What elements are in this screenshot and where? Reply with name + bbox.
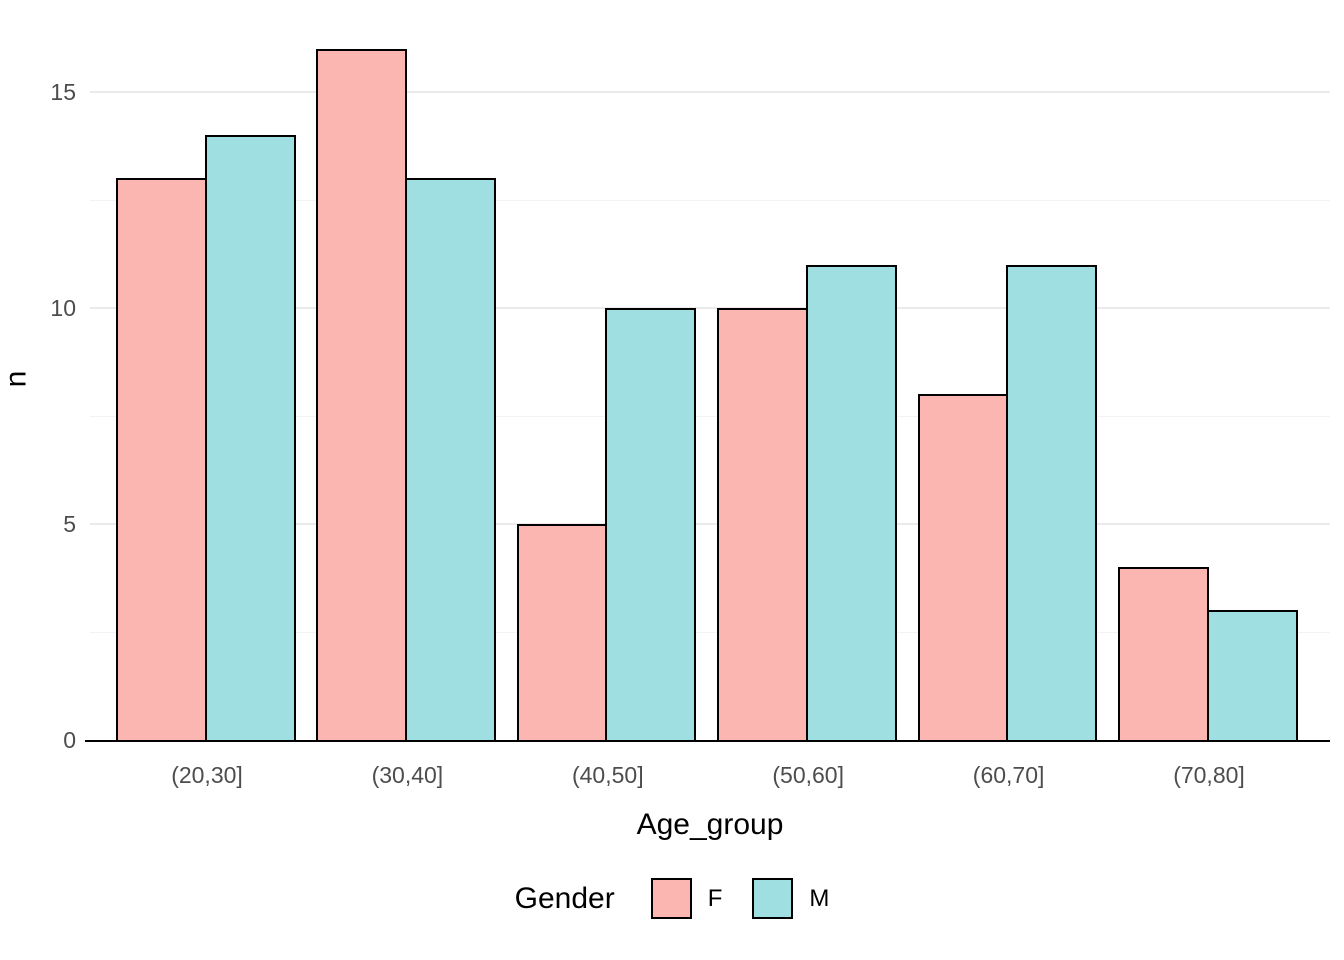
legend-label-m: M bbox=[809, 884, 830, 912]
x-axis-line bbox=[85, 739, 1330, 742]
bar-f-(60,70] bbox=[917, 394, 1009, 742]
y-axis-title: n bbox=[0, 370, 33, 388]
legend-key-m bbox=[752, 878, 794, 919]
bar-f-(30,40] bbox=[316, 48, 408, 742]
legend-item-m: M bbox=[752, 878, 829, 919]
gridline-minor bbox=[90, 415, 1330, 417]
y-tick-label: 5 bbox=[63, 511, 76, 538]
legend-key-f bbox=[650, 878, 692, 919]
gridline-major bbox=[90, 523, 1330, 526]
bar-f-(20,30] bbox=[116, 178, 207, 742]
legend-item-f: F bbox=[650, 878, 723, 919]
gridline-major bbox=[90, 91, 1330, 94]
x-tick-label: (40,50] bbox=[571, 762, 644, 788]
x-axis-title: Age_group bbox=[636, 808, 784, 841]
x-tick-label: (60,70] bbox=[972, 762, 1045, 788]
x-tick-label: (50,60] bbox=[772, 762, 844, 788]
bar-f-(40,50] bbox=[516, 524, 608, 742]
legend-label-f: F bbox=[707, 884, 723, 912]
bar-f-(70,80] bbox=[1118, 567, 1209, 742]
gridline-major bbox=[90, 307, 1330, 310]
legend-title: Gender bbox=[514, 881, 615, 915]
x-tick-label: (20,30] bbox=[171, 762, 243, 788]
x-tick-label: (30,40] bbox=[371, 762, 444, 788]
bar-m-(40,50] bbox=[605, 308, 697, 742]
y-tick-label: 0 bbox=[63, 727, 76, 753]
gridline-minor bbox=[90, 631, 1330, 633]
bar-m-(70,80] bbox=[1206, 610, 1298, 742]
y-tick-label: 15 bbox=[50, 79, 76, 106]
gridline-minor bbox=[90, 199, 1330, 201]
x-tick-label: (70,80] bbox=[1173, 762, 1245, 788]
bar-m-(60,70] bbox=[1006, 264, 1098, 742]
bar-m-(20,30] bbox=[204, 135, 296, 742]
bar-m-(30,40] bbox=[404, 178, 496, 742]
bar-m-(50,60] bbox=[805, 264, 897, 742]
bar-f-(50,60] bbox=[717, 308, 809, 742]
y-tick-label: 10 bbox=[50, 295, 76, 322]
legend: Gender F M bbox=[0, 878, 1344, 919]
plot-panel bbox=[85, 13, 1330, 742]
